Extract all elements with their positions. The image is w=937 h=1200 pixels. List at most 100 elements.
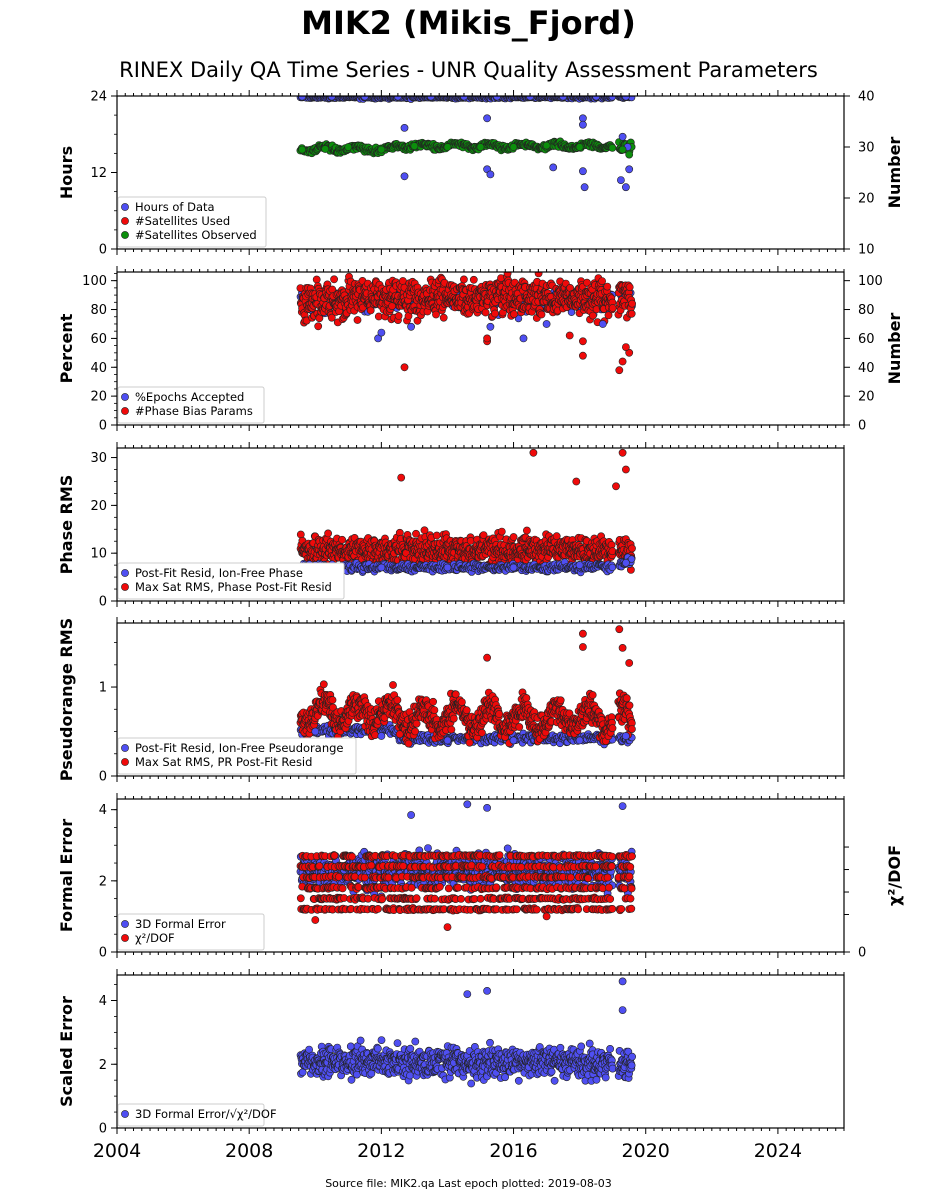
data-point xyxy=(625,283,634,291)
legend-label: Post-Fit Resid, Ion-Free Phase xyxy=(135,566,303,580)
page-subtitle: RINEX Daily QA Time Series - UNR Quality… xyxy=(119,58,818,82)
data-point xyxy=(432,531,441,540)
data-point xyxy=(312,275,321,284)
y-tick-label: 60 xyxy=(90,332,107,347)
data-point xyxy=(625,165,634,174)
data-point xyxy=(565,331,574,340)
data-point xyxy=(608,304,617,312)
data-point xyxy=(618,145,627,154)
y2-tick-label: 80 xyxy=(858,303,875,318)
data-point xyxy=(608,547,617,556)
data-point xyxy=(413,316,422,325)
data-point xyxy=(572,477,581,486)
data-point xyxy=(509,143,518,151)
legend-label: Hours of Data xyxy=(135,200,215,214)
data-point xyxy=(412,529,420,538)
data-point xyxy=(598,277,606,285)
data-point xyxy=(430,706,439,714)
data-point xyxy=(394,311,403,320)
data-point xyxy=(618,132,627,141)
data-point xyxy=(315,314,324,323)
y-tick-label: 0 xyxy=(99,243,107,258)
y-axis-label: Phase RMS xyxy=(57,475,76,575)
panel-3: 0 10 20 30 Phase RMS Post-Fit Resid, Ion-Free… xyxy=(57,447,845,610)
data-point xyxy=(393,696,402,704)
data-point xyxy=(510,310,518,319)
y2-axis-label: Number xyxy=(885,313,904,385)
data-point xyxy=(552,532,561,541)
data-point xyxy=(618,448,627,457)
data-point xyxy=(344,143,353,151)
y2-tick-label: 20 xyxy=(858,390,875,405)
legend-box xyxy=(117,386,265,424)
data-point xyxy=(604,311,613,320)
data-point xyxy=(330,275,338,284)
legend-label: #Satellites Used xyxy=(135,214,230,228)
y-axis-label: Percent xyxy=(57,313,76,383)
legend-marker xyxy=(121,407,129,415)
data-point xyxy=(534,272,543,278)
data-point xyxy=(579,120,587,129)
data-point xyxy=(579,351,587,360)
panel-points xyxy=(296,625,636,749)
y-tick-label: 0 xyxy=(99,419,107,434)
data-point xyxy=(598,320,607,328)
legend-marker xyxy=(121,569,129,577)
data-point xyxy=(542,141,551,150)
data-point xyxy=(411,727,419,736)
y2-tick-label: 60 xyxy=(858,332,875,347)
data-point xyxy=(377,563,386,572)
data-point xyxy=(579,337,587,346)
legend-marker xyxy=(121,203,129,211)
data-point xyxy=(618,357,627,366)
data-point xyxy=(481,308,490,317)
data-point xyxy=(627,309,636,318)
data-point xyxy=(353,316,362,324)
data-point xyxy=(459,275,468,284)
data-point xyxy=(447,725,456,734)
data-point xyxy=(617,176,625,184)
data-point xyxy=(410,142,419,150)
data-point xyxy=(321,145,330,153)
data-point xyxy=(338,535,346,544)
data-point xyxy=(542,320,551,328)
data-point xyxy=(479,531,488,539)
y2-tick-label: 20 xyxy=(858,192,875,207)
data-point xyxy=(583,278,591,287)
data-point xyxy=(389,681,397,689)
y2-tick-label: 40 xyxy=(858,361,875,376)
y2-tick-label: 40 xyxy=(858,90,875,105)
data-point xyxy=(628,544,636,553)
panel-points xyxy=(296,272,636,375)
legend-marker xyxy=(121,217,129,225)
y-tick-label: 40 xyxy=(90,361,107,376)
data-point xyxy=(615,366,624,375)
data-point xyxy=(622,343,630,351)
data-point xyxy=(439,313,448,322)
data-point xyxy=(483,114,491,123)
data-point xyxy=(374,334,382,343)
y-tick-label: 100 xyxy=(82,274,107,289)
data-point xyxy=(400,172,409,181)
y-tick-label: 10 xyxy=(90,547,107,562)
data-point xyxy=(404,739,413,748)
data-point xyxy=(432,310,440,319)
y-tick-label: 24 xyxy=(90,90,107,105)
data-point xyxy=(580,183,589,192)
y-tick-label: 12 xyxy=(90,166,107,181)
data-point xyxy=(575,143,584,151)
data-point xyxy=(412,719,421,728)
legend-marker xyxy=(121,231,129,239)
data-point xyxy=(324,529,332,538)
data-point xyxy=(519,334,528,343)
data-point xyxy=(319,680,328,689)
y-axis-label: Hours xyxy=(57,146,76,199)
data-point xyxy=(466,537,475,545)
y-tick-label: 0 xyxy=(99,595,107,610)
data-point xyxy=(491,309,499,318)
data-point xyxy=(400,363,409,372)
data-point xyxy=(486,322,495,331)
data-point xyxy=(486,170,495,179)
data-point xyxy=(314,322,323,331)
